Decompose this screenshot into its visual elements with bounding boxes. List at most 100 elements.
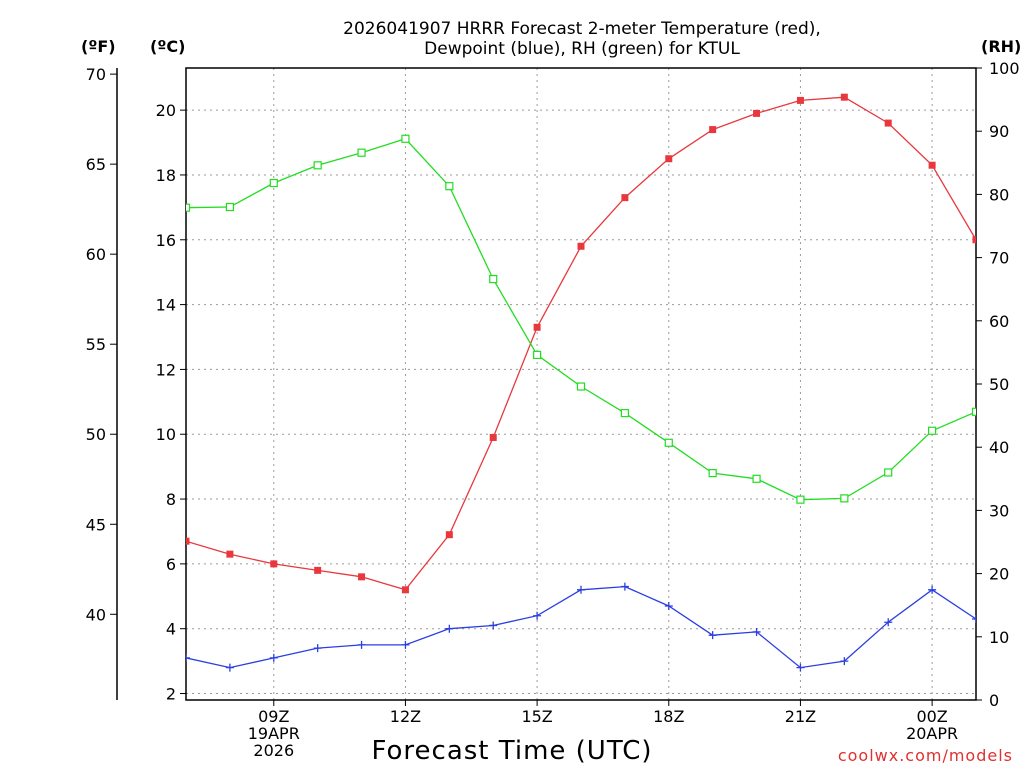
rh-tick-label: 30 bbox=[989, 501, 1009, 520]
rh-point bbox=[620, 408, 629, 418]
rh-point bbox=[489, 274, 498, 284]
chart-title: 2026041907 HRRR Forecast 2-meter Tempera… bbox=[343, 19, 821, 59]
fahrenheit-tick-label: 70 bbox=[86, 65, 106, 84]
dewpoint-point bbox=[708, 631, 717, 640]
dewpoint-point bbox=[445, 624, 454, 633]
rh-tick-label: 60 bbox=[989, 312, 1009, 331]
temperature-point bbox=[665, 155, 673, 163]
celsius-tick-label: 4 bbox=[166, 620, 176, 639]
temperature-point bbox=[972, 236, 976, 244]
tick-labels: 2 4 6 8 10 12 14 16 18 20 40 45 50 55 60 65 70 0 10 20 30 40 5… bbox=[86, 59, 1020, 760]
rh-point bbox=[884, 468, 893, 477]
dewpoint-point bbox=[533, 611, 542, 620]
dewpoint-point bbox=[489, 621, 498, 630]
rh-point bbox=[357, 148, 366, 157]
temperature-point bbox=[270, 560, 278, 568]
fahrenheit-tick-label: 40 bbox=[86, 605, 106, 624]
dewpoint-point bbox=[884, 618, 893, 627]
rh-point bbox=[313, 161, 322, 170]
temperature-point bbox=[401, 586, 409, 594]
x-tick-label: 21Z bbox=[785, 707, 816, 726]
x-tick-label: 15Z bbox=[521, 707, 552, 726]
rh-tick-label: 40 bbox=[989, 438, 1009, 457]
x-tick-label: 00Z bbox=[916, 707, 947, 726]
rh-tick-label: 90 bbox=[989, 122, 1009, 141]
celsius-tick-label: 8 bbox=[166, 490, 176, 509]
temperature-point bbox=[753, 109, 761, 117]
temperature-point bbox=[358, 573, 366, 581]
rh-tick-label: 80 bbox=[989, 185, 1009, 204]
x-tick-label: 18Z bbox=[653, 707, 684, 726]
dewpoint-series-line bbox=[186, 585, 976, 669]
temperature-point bbox=[186, 537, 190, 545]
dewpoint-point bbox=[620, 582, 629, 591]
credit-text: coolwx.com/models bbox=[838, 746, 1013, 765]
axes bbox=[110, 67, 982, 706]
fahrenheit-tick-label: 60 bbox=[86, 245, 106, 264]
dewpoint-point bbox=[269, 653, 278, 662]
rh-point bbox=[445, 182, 454, 191]
temperature-point bbox=[226, 550, 234, 558]
rh-tick-label: 70 bbox=[989, 249, 1009, 268]
dewpoint-point bbox=[840, 657, 849, 666]
celsius-tick-label: 6 bbox=[166, 555, 176, 574]
x-axis-label: Forecast Time (UTC) bbox=[371, 736, 652, 766]
temperature-point bbox=[314, 566, 322, 574]
dewpoint-point bbox=[577, 585, 585, 594]
temperature-point bbox=[928, 161, 936, 169]
rh-point bbox=[708, 469, 717, 478]
chart-title-line-1: 2026041907 HRRR Forecast 2-meter Tempera… bbox=[343, 19, 821, 39]
fahrenheit-tick-label: 50 bbox=[86, 425, 106, 444]
fahrenheit-tick-label: 45 bbox=[86, 515, 106, 534]
rh-point bbox=[269, 178, 278, 188]
temperature-point bbox=[577, 242, 585, 250]
rh-tick-label: 0 bbox=[989, 691, 999, 710]
fahrenheit-unit-label: (ºF) bbox=[81, 37, 116, 56]
rh-point bbox=[186, 203, 191, 212]
chart-title-line-2: Dewpoint (blue), RH (green) for KTUL bbox=[424, 39, 740, 59]
dewpoint-point bbox=[313, 644, 322, 653]
celsius-tick-label: 20 bbox=[156, 101, 176, 120]
x-tick-label: 12Z bbox=[390, 707, 421, 726]
rh-point bbox=[401, 134, 410, 143]
series-layer bbox=[186, 93, 976, 672]
rh-tick-label: 10 bbox=[989, 628, 1009, 647]
dewpoint-point bbox=[225, 663, 234, 672]
temperature-point bbox=[445, 531, 453, 539]
rh-point bbox=[752, 474, 761, 483]
temperature-point bbox=[533, 323, 541, 331]
temperature-point bbox=[709, 126, 717, 134]
celsius-tick-label: 16 bbox=[156, 231, 176, 250]
celsius-unit-label: (ºC) bbox=[150, 37, 185, 56]
rh-point bbox=[225, 202, 234, 212]
rh-tick-label: 20 bbox=[989, 565, 1009, 584]
dewpoint-point bbox=[972, 614, 976, 623]
x-tick-label: 2026 bbox=[253, 741, 294, 760]
rh-tick-label: 100 bbox=[989, 59, 1020, 78]
rh-point bbox=[928, 426, 937, 435]
fahrenheit-tick-label: 55 bbox=[86, 335, 106, 354]
temperature-point bbox=[884, 119, 892, 127]
x-tick-label: 19APR bbox=[248, 724, 300, 743]
x-tick-label: 20APR bbox=[906, 724, 958, 743]
rh-series-line bbox=[186, 138, 976, 501]
temperature-point bbox=[489, 433, 497, 441]
rh-point bbox=[840, 494, 849, 503]
rh-point bbox=[796, 495, 805, 504]
rh-point bbox=[576, 382, 586, 391]
rh-point bbox=[971, 407, 976, 416]
celsius-tick-label: 18 bbox=[156, 166, 176, 185]
celsius-tick-label: 12 bbox=[156, 360, 176, 379]
celsius-tick-label: 10 bbox=[156, 425, 176, 444]
rh-tick-label: 50 bbox=[989, 375, 1009, 394]
celsius-tick-label: 2 bbox=[166, 685, 176, 704]
temperature-point bbox=[796, 96, 804, 104]
dewpoint-point bbox=[401, 640, 410, 649]
dewpoint-point bbox=[186, 653, 190, 662]
dewpoint-point bbox=[796, 663, 805, 672]
dewpoint-point bbox=[752, 627, 761, 636]
x-tick-label: 09Z bbox=[258, 707, 289, 726]
celsius-tick-label: 14 bbox=[156, 296, 176, 315]
dewpoint-point bbox=[928, 585, 937, 594]
